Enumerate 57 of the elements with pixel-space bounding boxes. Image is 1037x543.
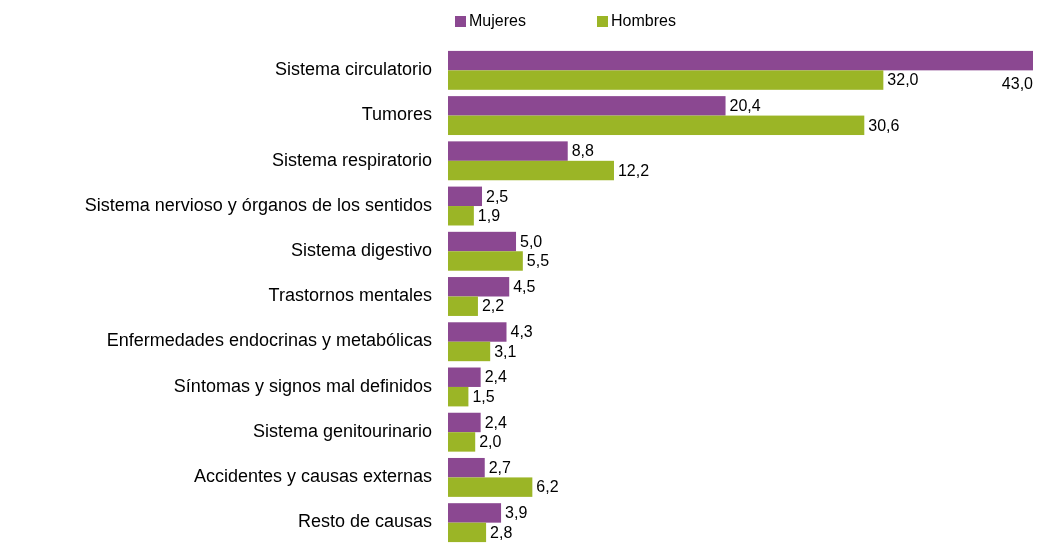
data-label: 2,7 <box>488 458 512 476</box>
y-tick-label: Síntomas y signos mal definidos <box>173 375 432 396</box>
bar <box>448 367 481 387</box>
bar <box>448 432 476 452</box>
bar <box>448 186 483 207</box>
bar <box>448 141 568 161</box>
legend-label: Hombres <box>611 12 676 30</box>
data-label: 1,9 <box>477 206 501 224</box>
y-tick-label: Sistema circulatorio <box>274 59 432 80</box>
bar <box>448 412 481 433</box>
y-tick-label: Accidentes y causas externas <box>193 466 432 487</box>
data-label: 2,4 <box>484 413 507 431</box>
data-label: 3,9 <box>505 504 528 522</box>
bar <box>448 231 517 252</box>
y-tick-label: Sistema respiratorio <box>271 149 432 170</box>
bar <box>448 206 474 226</box>
data-label: 3,1 <box>494 342 517 360</box>
y-tick-label: Sistema digestivo <box>290 240 432 261</box>
data-label: 6,2 <box>536 478 559 496</box>
bar <box>448 296 478 316</box>
data-label: 32,0 <box>887 71 919 89</box>
bar <box>448 251 523 271</box>
data-label: 8,8 <box>571 142 595 160</box>
data-label: 12,2 <box>617 161 650 179</box>
bar <box>448 457 485 478</box>
bar <box>448 70 884 90</box>
data-label: 43,0 <box>1001 74 1034 92</box>
data-label: 20,4 <box>729 97 761 115</box>
y-tick-label: Sistema genitourinario <box>252 420 432 441</box>
data-label: 2,0 <box>479 433 502 451</box>
bar <box>448 477 533 497</box>
bar <box>448 386 469 407</box>
bar <box>448 96 726 116</box>
y-tick-label: Resto de causas <box>297 511 432 532</box>
bar <box>448 322 507 342</box>
bar <box>448 277 510 297</box>
y-tick-label: Tumores <box>361 104 432 125</box>
data-label: 5,0 <box>520 232 543 250</box>
data-label: 2,2 <box>481 297 505 315</box>
bar <box>448 503 502 523</box>
data-label: 5,5 <box>526 252 550 270</box>
data-label: 1,5 <box>472 387 495 405</box>
data-label: 4,3 <box>510 323 533 341</box>
y-tick-label: Enfermedades endocrinas y metabólicas <box>106 330 432 351</box>
bar <box>448 341 491 362</box>
bar <box>448 522 487 543</box>
data-label: 2,4 <box>484 368 507 386</box>
data-label: 30,6 <box>868 116 900 134</box>
bar <box>448 50 1033 71</box>
y-tick-label: Trastornos mentales <box>268 285 432 306</box>
bar <box>448 115 865 136</box>
data-label: 2,5 <box>486 187 509 205</box>
legend-label: Mujeres <box>469 12 526 30</box>
data-label: 4,5 <box>513 277 536 296</box>
bar <box>448 160 614 181</box>
y-tick-label: Sistema nervioso y órganos de los sentidos <box>84 194 432 215</box>
data-label: 2,8 <box>490 523 513 541</box>
